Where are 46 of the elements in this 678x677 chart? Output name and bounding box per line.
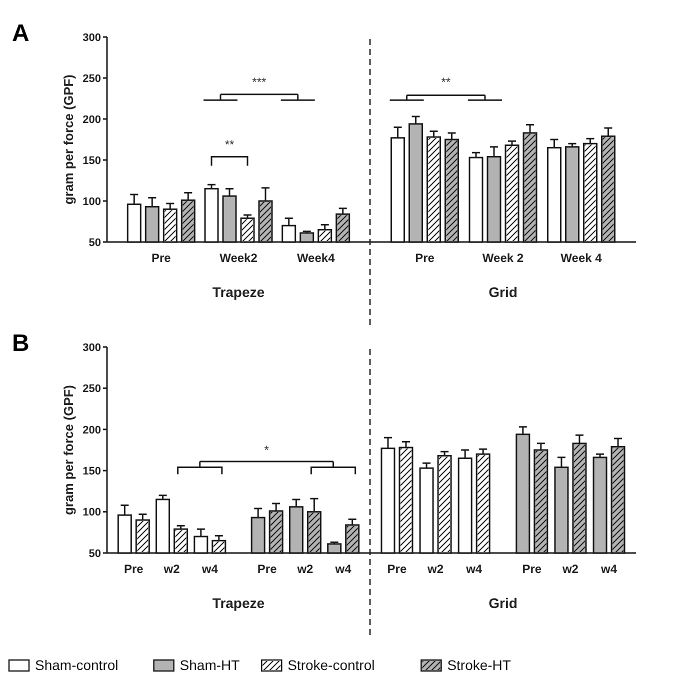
annotation: ** bbox=[441, 75, 451, 90]
legend-label: Sham-control bbox=[35, 657, 118, 673]
x-tick-label: w4 bbox=[465, 562, 482, 576]
x-tick-label: w2 bbox=[426, 562, 444, 576]
y-tick-label: 100 bbox=[82, 196, 101, 208]
y-tick-label: 100 bbox=[82, 506, 101, 519]
y-tick-label: 250 bbox=[82, 383, 101, 396]
x-tick-label: Pre bbox=[124, 562, 144, 576]
y-tick-label: 50 bbox=[88, 236, 101, 249]
x-tick-label: Pre bbox=[151, 251, 172, 265]
x-tick-label: Week4 bbox=[296, 251, 336, 265]
y-axis-title: gram per force (GPF) bbox=[61, 384, 76, 516]
x-tick-label: Pre bbox=[387, 562, 407, 576]
x-tick-label: w2 bbox=[561, 562, 579, 576]
annotation: ** bbox=[224, 138, 234, 152]
y-tick-label: 200 bbox=[82, 114, 101, 126]
x-tick-label: Week 4 bbox=[560, 251, 602, 265]
x-tick-label: Week 2 bbox=[482, 251, 524, 265]
legend-label: Stroke-HT bbox=[447, 657, 512, 673]
y-tick-label: 300 bbox=[82, 32, 101, 44]
x-tick-label: w4 bbox=[200, 562, 218, 576]
y-axis-title: gram per force (GPF) bbox=[61, 74, 76, 205]
x-axis-title: Grid bbox=[488, 595, 518, 611]
y-tick-label: 150 bbox=[82, 154, 101, 167]
x-tick-label: Pre bbox=[415, 251, 435, 265]
y-tick-label: 300 bbox=[82, 342, 101, 354]
legend-label: Sham-HT bbox=[180, 657, 240, 673]
y-tick-label: 200 bbox=[82, 424, 101, 436]
x-tick-label: w2 bbox=[296, 562, 314, 576]
x-tick-label: Week2 bbox=[220, 251, 258, 265]
legend-label: Stroke-control bbox=[288, 657, 375, 673]
x-axis-title: Trapeze bbox=[212, 595, 265, 611]
chart-title: A bbox=[12, 20, 30, 47]
x-axis-title: Grid bbox=[488, 284, 518, 300]
y-tick-label: 150 bbox=[82, 465, 101, 478]
x-tick-label: Pre bbox=[257, 562, 278, 576]
x-tick-label: Pre bbox=[522, 562, 542, 576]
x-axis-title: Trapeze bbox=[212, 284, 265, 300]
y-tick-label: 50 bbox=[88, 548, 101, 560]
chart-title: B bbox=[12, 330, 30, 357]
x-tick-label: w4 bbox=[600, 562, 618, 576]
annotation: * bbox=[264, 443, 270, 458]
x-tick-label: w4 bbox=[334, 562, 352, 576]
x-tick-label: w2 bbox=[162, 562, 180, 576]
annotation: *** bbox=[252, 75, 267, 90]
y-tick-label: 250 bbox=[82, 72, 101, 85]
